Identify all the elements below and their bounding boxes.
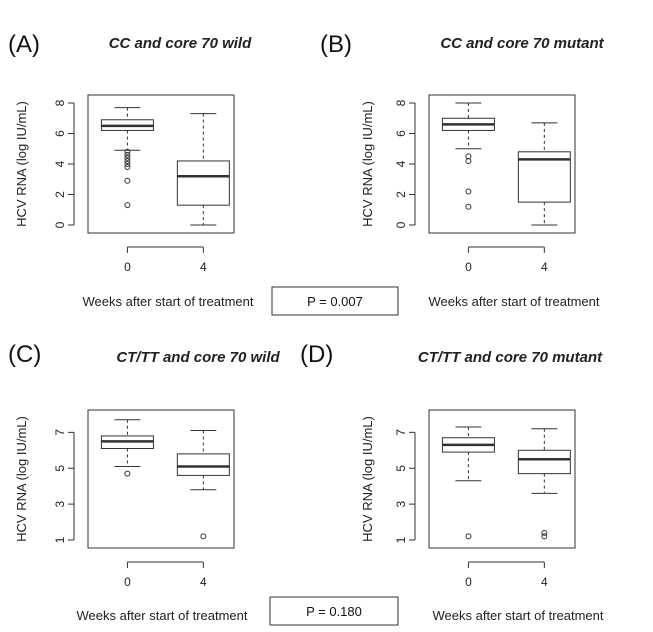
outlier-point (465, 533, 472, 540)
outlier-point (465, 188, 472, 195)
y-axis-label: HCV RNA (log IU/mL) (360, 101, 375, 227)
outlier-point (124, 164, 131, 171)
x-tick-label: 0 (124, 575, 131, 589)
y-tick-label: 6 (53, 130, 67, 137)
box-0 (441, 102, 495, 210)
y-axis-label: HCV RNA (log IU/mL) (14, 101, 29, 227)
panel-letter: (D) (300, 341, 333, 368)
box-0 (100, 419, 154, 477)
outlier-point (200, 533, 207, 540)
x-tick-label: 0 (465, 260, 472, 274)
box-4 (176, 430, 230, 540)
p-value-box-bottom (269, 596, 399, 626)
y-tick-label: 0 (394, 221, 408, 228)
box-4 (176, 113, 230, 226)
p-value-text-top: P = 0.007 (307, 294, 363, 309)
y-tick-label: 8 (53, 99, 67, 106)
box-4 (517, 428, 571, 540)
panel-letter: (B) (320, 31, 352, 58)
box-0 (100, 107, 154, 209)
outlier-point (541, 529, 548, 536)
y-tick-label: 6 (394, 130, 408, 137)
y-tick-label: 8 (394, 99, 408, 106)
x-tick-label: 4 (541, 575, 548, 589)
outlier-point (124, 470, 131, 477)
y-tick-label: 1 (53, 536, 67, 543)
plot-frame (87, 409, 235, 549)
y-axis-label: HCV RNA (log IU/mL) (14, 416, 29, 542)
x-tick-label: 4 (200, 575, 207, 589)
box-iqr (176, 160, 230, 206)
y-tick-label: 5 (394, 465, 408, 472)
outlier-point (124, 157, 131, 164)
outlier-point (124, 151, 131, 158)
y-tick-label: 4 (394, 160, 408, 167)
outlier-point (124, 161, 131, 167)
x-tick-label: 0 (465, 575, 472, 589)
plot-frame (428, 409, 576, 549)
outlier-point (124, 177, 131, 184)
outlier-point (124, 202, 131, 209)
p-value-annotation-bottom: P = 0.180 (269, 596, 399, 626)
y-tick-label: 7 (394, 429, 408, 436)
y-tick-label: 1 (394, 536, 408, 543)
outlier-point (541, 533, 548, 540)
outlier-point (124, 148, 131, 155)
panels: (A) CC and core 70 wild 0 2 4 6 8 HCV RNA (log … (8, 31, 605, 623)
panel-title: CC and core 70 mutant (440, 35, 604, 52)
outlier-point (465, 203, 472, 210)
box-4 (517, 122, 571, 226)
x-tick-label: 4 (541, 260, 548, 274)
x-axis-label: Weeks after start of treatment (77, 608, 248, 623)
x-tick-label: 0 (124, 260, 131, 274)
panel-title: CC and core 70 wild (109, 35, 252, 52)
y-tick-label: 7 (53, 429, 67, 436)
x-tick-label: 4 (200, 260, 207, 274)
p-value-text-bottom: P = 0.180 (306, 604, 362, 619)
box-0 (441, 426, 495, 540)
p-value-box-top (271, 286, 399, 316)
y-axis-label: HCV RNA (log IU/mL) (360, 416, 375, 542)
y-tick-label: 2 (53, 191, 67, 198)
y-tick-label: 0 (53, 221, 67, 228)
plot-frame (428, 94, 576, 234)
panel-title: CT/TT and core 70 mutant (418, 349, 603, 366)
y-tick-label: 5 (53, 465, 67, 472)
plot-frame (87, 94, 235, 234)
p-value-annotation-top: P = 0.007 (271, 286, 399, 316)
panel-c: (C) CT/TT and core 70 wild 1 3 5 7 HCV RNA (lo… (8, 341, 281, 623)
y-tick-label: 3 (394, 500, 408, 507)
panel-title: CT/TT and core 70 wild (116, 349, 280, 366)
panel-a: (A) CC and core 70 wild 0 2 4 6 8 HCV RNA (log … (8, 31, 254, 309)
panel-letter: (C) (8, 341, 41, 368)
x-axis-label: Weeks after start of treatment (433, 608, 604, 623)
y-tick-label: 3 (53, 500, 67, 507)
y-tick-label: 4 (53, 160, 67, 167)
outlier-point (465, 157, 472, 164)
panel-letter: (A) (8, 31, 40, 58)
box-iqr (517, 449, 571, 475)
panel-b: (B) CC and core 70 mutant 0 2 4 6 8 HCV RNA (lo… (320, 31, 605, 309)
x-axis-label: Weeks after start of treatment (83, 294, 254, 309)
outlier-point (124, 154, 131, 161)
y-tick-label: 2 (394, 191, 408, 198)
box-iqr (176, 453, 230, 476)
panel-d: (D) CT/TT and core 70 mutant 1 3 5 7 HCV RNA (… (300, 341, 604, 623)
x-axis-label: Weeks after start of treatment (429, 294, 600, 309)
